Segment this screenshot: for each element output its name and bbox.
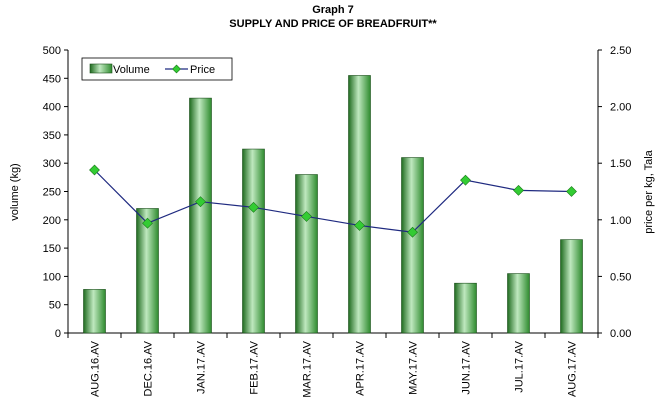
bar <box>295 174 318 334</box>
price-marker <box>460 174 471 186</box>
y2-tick-label: 0.50 <box>610 271 631 283</box>
x-tick-label: JUN.17.AV <box>461 340 473 394</box>
bar <box>242 148 265 334</box>
y2-tick-label: 1.00 <box>610 215 631 227</box>
price-marker <box>195 196 206 208</box>
legend-box <box>81 57 233 81</box>
chart-subtitle: SUPPLY AND PRICE OF BREADFRUIT** <box>229 18 437 30</box>
x-tick-label: APR.17.AV <box>355 340 367 395</box>
x-tick-label: FEB.17.AV <box>249 340 261 394</box>
y-tick-label: 50 <box>49 300 61 312</box>
price-marker <box>142 217 153 229</box>
bar <box>136 208 159 334</box>
x-tick-label: JAN.17.AV <box>196 340 208 394</box>
price-marker <box>248 201 259 213</box>
bar <box>83 289 106 334</box>
chart-title: Graph 7 <box>312 4 354 16</box>
y2-axis-label: price per kg, Tala <box>643 149 655 233</box>
bar <box>189 97 212 334</box>
bar <box>507 273 530 334</box>
x-tick-label: AUG.17.AV <box>567 340 579 397</box>
y-tick-label: 300 <box>43 158 61 170</box>
price-marker <box>513 184 524 196</box>
y-tick-label: 250 <box>43 187 61 199</box>
legend-label: Volume <box>113 64 150 76</box>
y2-tick-label: 2.00 <box>610 102 631 114</box>
y-tick-label: 0 <box>55 328 61 340</box>
x-tick-label: JUL.17.AV <box>514 340 526 392</box>
price-marker <box>566 186 577 197</box>
legend-label: Price <box>190 64 215 76</box>
x-tick-label: MAY.17.AV <box>408 340 420 394</box>
y-axis-label: volume (kg) <box>9 163 21 220</box>
y-tick-label: 450 <box>43 73 61 85</box>
y-tick-label: 500 <box>43 45 61 57</box>
y-tick-label: 100 <box>43 271 61 283</box>
price-marker <box>407 226 418 238</box>
bar <box>348 75 371 334</box>
x-tick-label: MAR.17.AV <box>302 340 314 397</box>
y-tick-label: 150 <box>43 243 61 255</box>
price-line <box>94 169 572 233</box>
price-marker <box>89 164 100 176</box>
legend-marker <box>172 64 181 74</box>
y2-tick-label: 0.00 <box>610 328 631 340</box>
x-tick-label: DEC.16.AV <box>143 340 155 396</box>
y-tick-label: 350 <box>43 130 61 142</box>
price-marker <box>354 220 365 231</box>
y-tick-label: 400 <box>43 102 61 114</box>
bar <box>560 239 583 334</box>
price-marker <box>301 210 312 222</box>
y2-tick-label: 2.50 <box>610 45 631 57</box>
bar <box>401 157 424 334</box>
legend-swatch <box>89 63 113 74</box>
y-tick-label: 200 <box>43 215 61 227</box>
legend: Volume Price <box>81 57 233 81</box>
y2-tick-label: 1.50 <box>610 158 631 170</box>
x-tick-label: AUG.16.AV <box>90 340 102 397</box>
bar <box>454 282 477 334</box>
